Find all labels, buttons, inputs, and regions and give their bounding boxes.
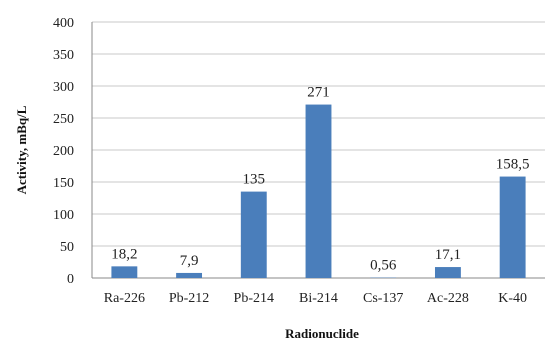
x-axis-title: Radionuclide	[285, 326, 359, 341]
data-labels: 18,2 7,9 135 271 0,56 17,1 158,5	[111, 85, 529, 274]
x-tick-label: Ac-228	[427, 291, 469, 306]
x-tick-label: Cs-137	[363, 291, 403, 306]
bar	[305, 104, 332, 278]
x-tick-label: Ra-226	[104, 291, 145, 306]
y-tick-label: 350	[53, 48, 74, 63]
bar	[111, 266, 138, 278]
x-axis-ticks: Ra-226 Pb-212 Pb-214 Bi-214 Cs-137 Ac-228 K-40	[104, 291, 527, 306]
data-label: 7,9	[180, 253, 199, 269]
bar	[499, 176, 526, 278]
x-tick-label: Pb-212	[169, 291, 209, 306]
data-label: 17,1	[435, 247, 461, 263]
y-tick-label: 50	[60, 240, 74, 255]
x-tick-label: Bi-214	[299, 291, 338, 306]
bar	[434, 267, 461, 278]
x-tick-label: Pb-214	[234, 291, 274, 306]
data-label: 0,56	[370, 258, 397, 274]
y-tick-label: 150	[53, 176, 74, 191]
y-tick-label: 200	[53, 144, 74, 159]
y-tick-label: 250	[53, 112, 74, 127]
bars	[111, 104, 526, 278]
y-axis-title: Activity, mBq/L	[14, 105, 29, 194]
data-label: 271	[307, 85, 330, 101]
y-tick-label: 400	[53, 16, 74, 31]
y-axis-ticks: 0 50 100 150 200 250 300 350 400	[53, 16, 74, 287]
y-tick-label: 100	[53, 208, 74, 223]
y-tick-label: 0	[67, 272, 74, 287]
x-tick-label: K-40	[498, 291, 527, 306]
data-label: 18,2	[111, 246, 137, 262]
data-label: 135	[243, 172, 266, 188]
data-label: 158,5	[496, 157, 530, 173]
y-tick-label: 300	[53, 80, 74, 95]
bar	[240, 191, 267, 278]
bar	[176, 272, 203, 278]
